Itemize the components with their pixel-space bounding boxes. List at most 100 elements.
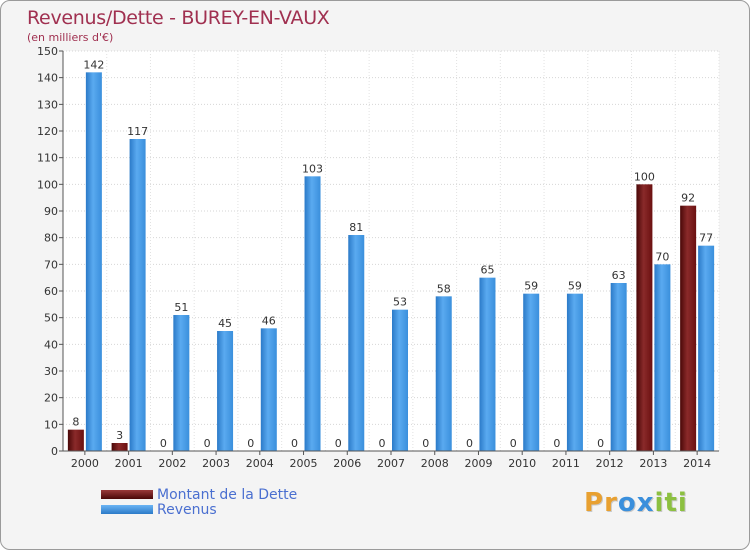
y-tick-label-40: 40 bbox=[44, 338, 58, 351]
data-label-dette-2001: 3 bbox=[116, 429, 123, 442]
bar-revenus-2004 bbox=[260, 328, 277, 451]
logo-letter: i bbox=[677, 488, 688, 518]
x-tick-label-2011: 2011 bbox=[552, 457, 580, 470]
data-label-revenus-2009: 65 bbox=[480, 264, 494, 277]
bar-revenus-2011 bbox=[566, 293, 583, 451]
y-tick-label-20: 20 bbox=[44, 392, 58, 405]
data-label-revenus-2014: 77 bbox=[699, 232, 713, 245]
data-label-dette-2014: 92 bbox=[681, 192, 695, 205]
data-label-dette-2006: 0 bbox=[335, 437, 342, 450]
y-tick-label-90: 90 bbox=[44, 205, 58, 218]
logo-letter: i bbox=[654, 488, 665, 518]
y-tick-label-120: 120 bbox=[37, 125, 58, 138]
bar-revenus-2005 bbox=[304, 176, 321, 452]
x-tick-label-2010: 2010 bbox=[508, 457, 536, 470]
legend-label-revenus: Revenus bbox=[157, 501, 217, 518]
y-tick-label-0: 0 bbox=[51, 445, 58, 458]
bars-layer: 8 142 3 117 0 51 0 45 0 46 0 103 0 81 0 53 0 58 0 65 0 59 0 59 0… bbox=[67, 58, 715, 452]
data-label-dette-2007: 0 bbox=[379, 437, 386, 450]
data-label-revenus-2010: 59 bbox=[524, 280, 538, 293]
data-label-dette-2004: 0 bbox=[247, 437, 254, 450]
x-tick-label-2001: 2001 bbox=[115, 457, 143, 470]
bar-revenus-2010 bbox=[523, 293, 540, 451]
logo-letter: P bbox=[584, 488, 605, 518]
y-tick-label-10: 10 bbox=[44, 418, 58, 431]
bar-revenus-2013 bbox=[654, 264, 671, 451]
bar-dette-2013 bbox=[636, 184, 653, 452]
x-tick-label-2005: 2005 bbox=[290, 457, 318, 470]
data-label-revenus-2008: 58 bbox=[437, 282, 451, 295]
bar-dette-2000 bbox=[67, 429, 84, 451]
data-label-dette-2000: 8 bbox=[72, 416, 79, 429]
logo-letter: r bbox=[604, 488, 618, 518]
y-tick-label-80: 80 bbox=[44, 232, 58, 245]
bar-revenus-2000 bbox=[85, 72, 102, 451]
data-label-revenus-2000: 142 bbox=[83, 58, 104, 71]
axis-layer: 0102030405060708090100110120130140150200… bbox=[37, 45, 719, 470]
chart-subtitle: (en milliers d'€) bbox=[27, 31, 114, 44]
x-tick-label-2008: 2008 bbox=[421, 457, 449, 470]
data-label-revenus-2012: 63 bbox=[612, 269, 626, 282]
bar-revenus-2009 bbox=[479, 277, 496, 451]
bar-dette-2014 bbox=[680, 205, 697, 451]
grid-layer bbox=[62, 50, 720, 452]
x-tick-label-2013: 2013 bbox=[639, 457, 667, 470]
data-label-dette-2008: 0 bbox=[422, 437, 429, 450]
logo-letter: x bbox=[636, 488, 655, 518]
data-label-dette-2009: 0 bbox=[466, 437, 473, 450]
bar-revenus-2002 bbox=[173, 315, 190, 451]
legend-label-dette: Montant de la Dette bbox=[157, 486, 298, 503]
data-label-revenus-2007: 53 bbox=[393, 296, 407, 309]
logo-letter: t bbox=[664, 488, 678, 518]
data-label-revenus-2001: 117 bbox=[127, 125, 148, 138]
x-tick-label-2009: 2009 bbox=[464, 457, 492, 470]
data-label-revenus-2005: 103 bbox=[302, 162, 323, 175]
bar-revenus-2007 bbox=[392, 309, 408, 451]
y-tick-label-130: 130 bbox=[37, 98, 58, 111]
data-label-dette-2013: 100 bbox=[634, 170, 655, 183]
x-tick-label-2014: 2014 bbox=[683, 457, 711, 470]
proxiti-logo: Proxiti bbox=[584, 488, 688, 518]
data-label-revenus-2003: 45 bbox=[218, 317, 232, 330]
data-label-dette-2005: 0 bbox=[291, 437, 298, 450]
bar-revenus-2001 bbox=[129, 139, 146, 451]
data-label-dette-2002: 0 bbox=[160, 437, 167, 450]
data-label-revenus-2002: 51 bbox=[174, 301, 188, 314]
y-tick-label-110: 110 bbox=[37, 152, 58, 165]
data-label-dette-2010: 0 bbox=[510, 437, 517, 450]
y-tick-label-150: 150 bbox=[37, 45, 58, 58]
bar-revenus-2006 bbox=[348, 235, 365, 451]
chart-title: Revenus/Dette - BUREY-EN-VAUX bbox=[27, 7, 330, 29]
legend-swatch-dette bbox=[101, 490, 153, 499]
y-tick-label-100: 100 bbox=[37, 178, 58, 191]
data-label-revenus-2006: 81 bbox=[349, 221, 363, 234]
y-tick-label-70: 70 bbox=[44, 258, 58, 271]
bar-dette-2001 bbox=[111, 443, 128, 451]
legend-item-revenus: Revenus bbox=[101, 501, 297, 518]
legend: Montant de la Dette Revenus bbox=[101, 486, 298, 518]
x-tick-label-2000: 2000 bbox=[71, 457, 99, 470]
y-tick-label-50: 50 bbox=[44, 312, 58, 325]
y-tick-label-30: 30 bbox=[44, 365, 58, 378]
data-label-revenus-2013: 70 bbox=[655, 250, 669, 263]
bar-revenus-2008 bbox=[435, 296, 452, 451]
bar-revenus-2012 bbox=[610, 283, 627, 451]
x-tick-label-2007: 2007 bbox=[377, 457, 405, 470]
data-label-revenus-2011: 59 bbox=[568, 280, 582, 293]
data-label-revenus-2004: 46 bbox=[262, 314, 276, 327]
logo-letter: o bbox=[617, 488, 637, 518]
x-tick-label-2006: 2006 bbox=[333, 457, 361, 470]
legend-swatch-revenus bbox=[101, 505, 153, 514]
data-label-dette-2012: 0 bbox=[597, 437, 604, 450]
bar-revenus-2014 bbox=[698, 245, 715, 451]
bar-revenus-2003 bbox=[217, 331, 234, 451]
x-tick-label-2004: 2004 bbox=[246, 457, 274, 470]
plot-area bbox=[63, 51, 719, 451]
data-label-dette-2003: 0 bbox=[204, 437, 211, 450]
data-label-dette-2011: 0 bbox=[553, 437, 560, 450]
x-tick-label-2012: 2012 bbox=[596, 457, 624, 470]
x-tick-label-2002: 2002 bbox=[158, 457, 186, 470]
y-tick-label-60: 60 bbox=[44, 285, 58, 298]
